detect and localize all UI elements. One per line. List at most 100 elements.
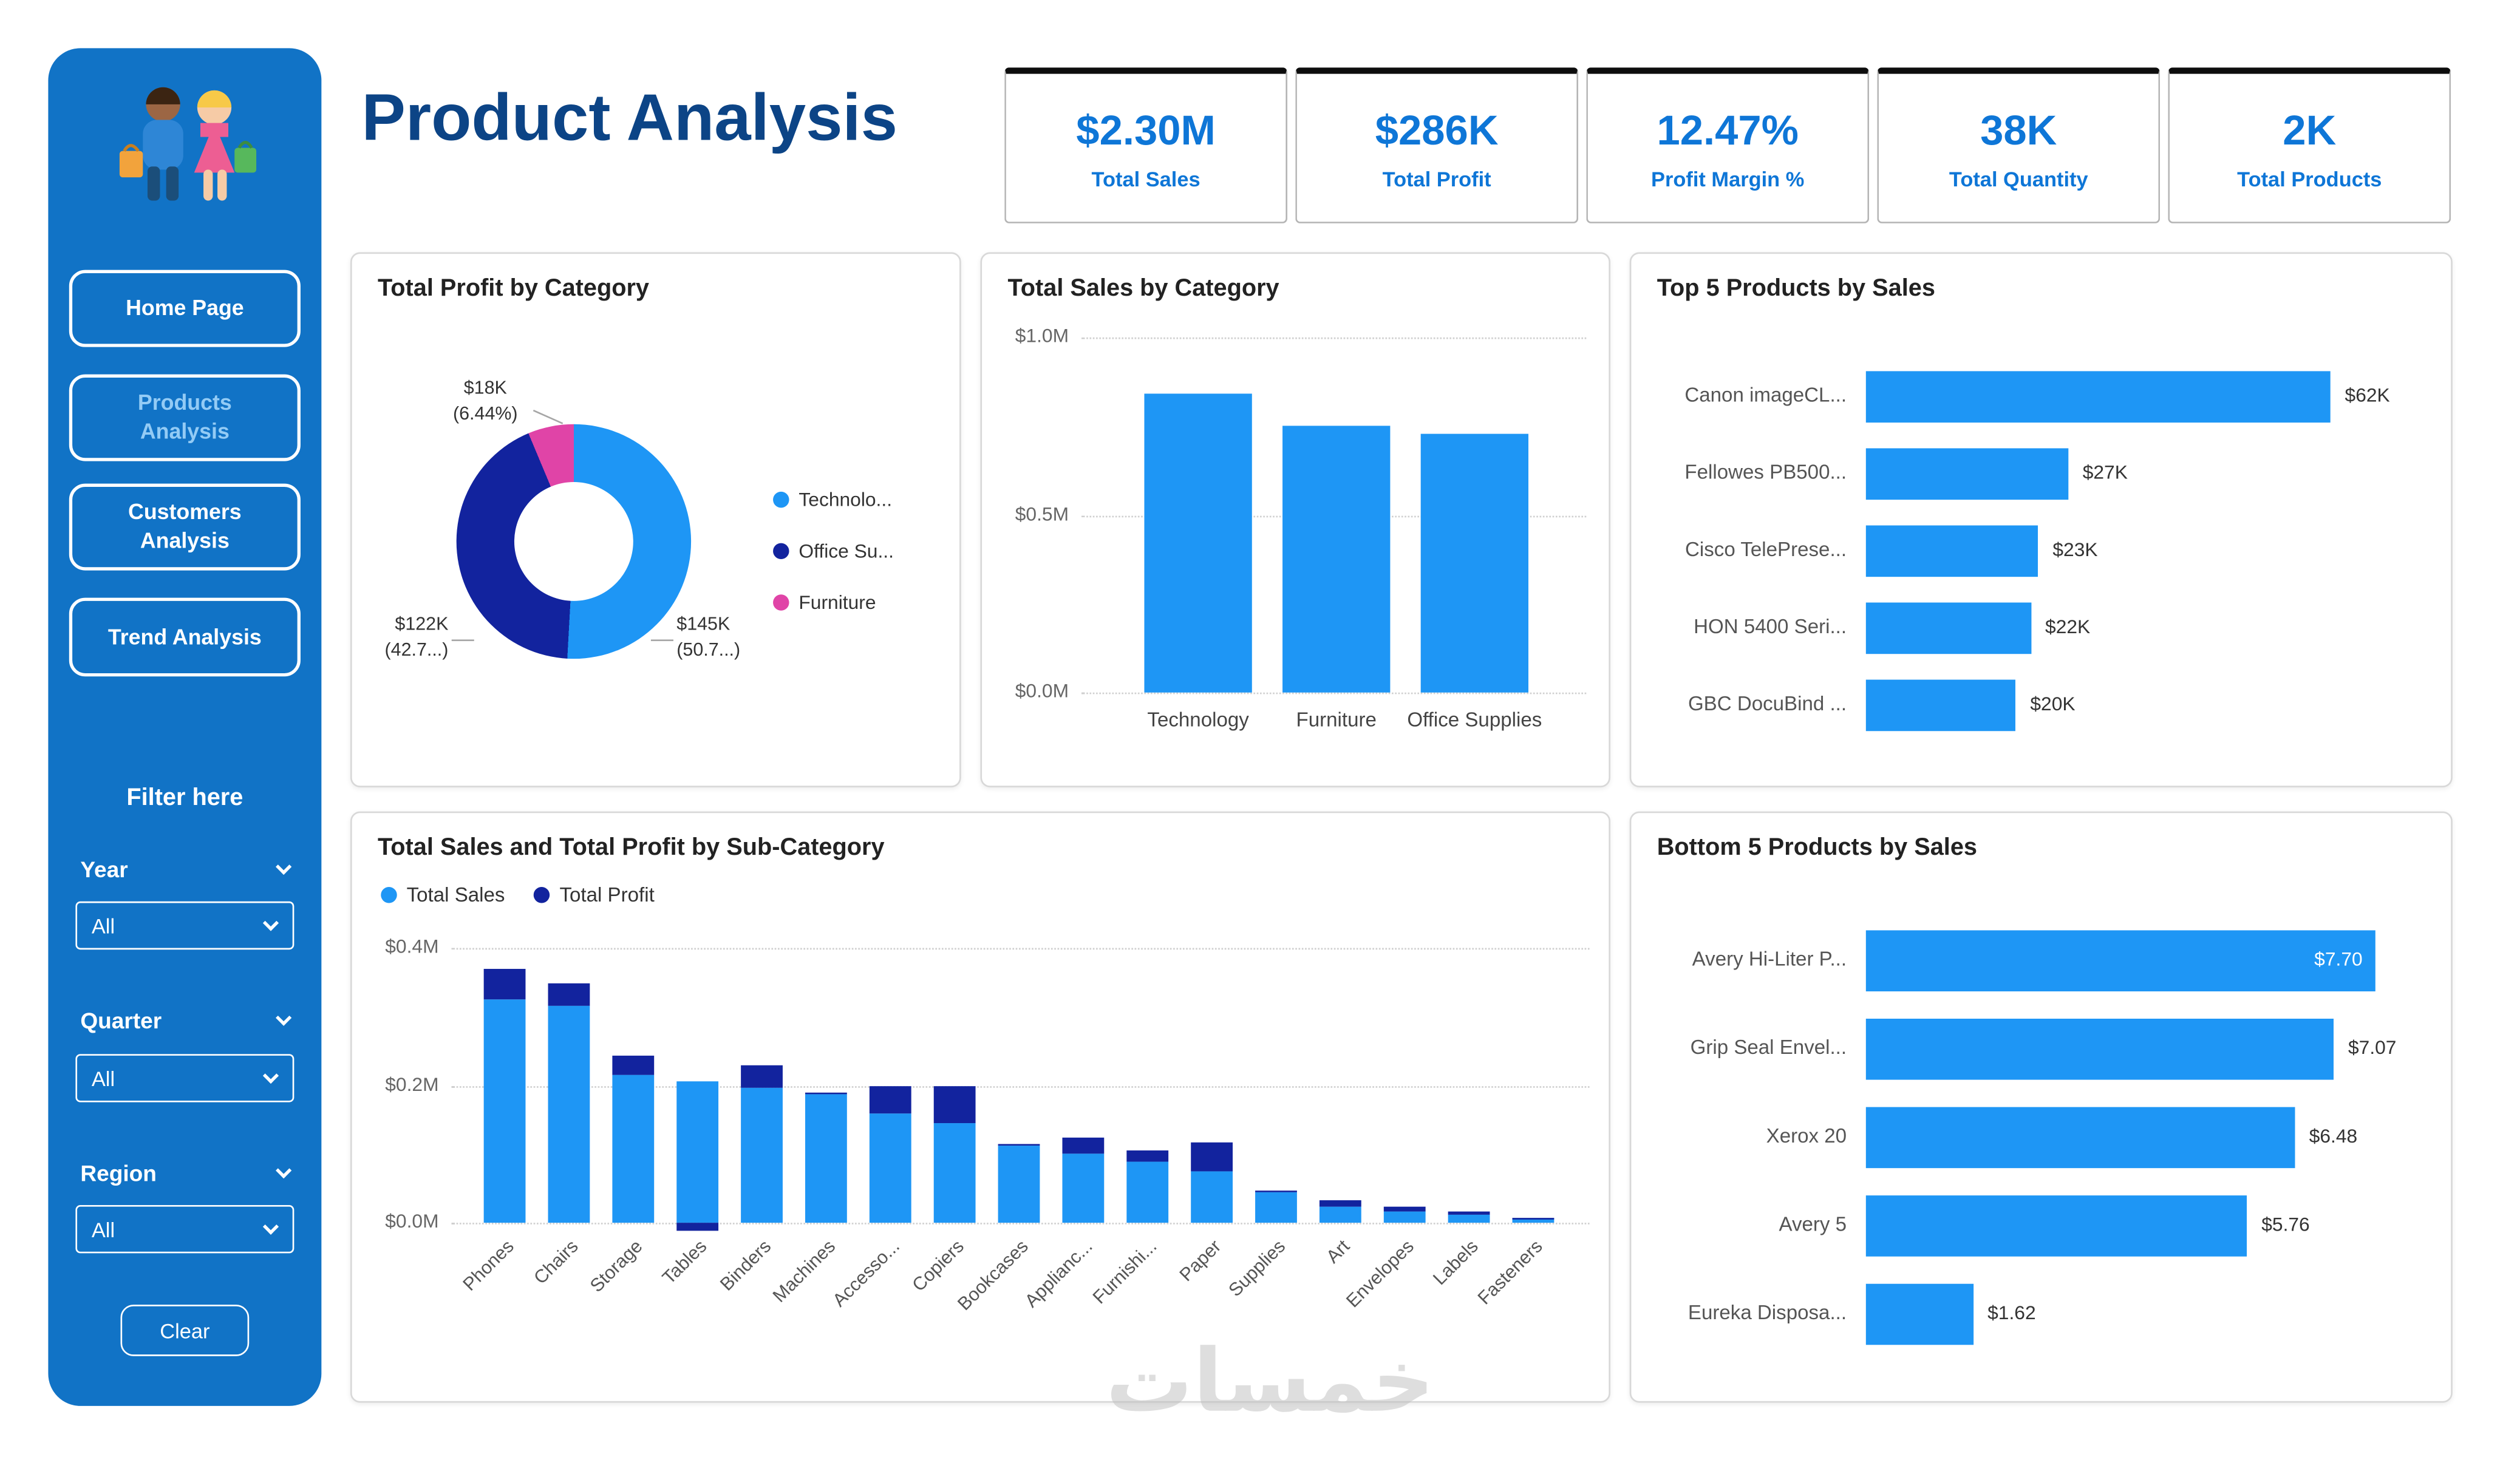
profit-bar-segment[interactable] [548, 983, 590, 1007]
profit-bar-segment[interactable] [1319, 1200, 1361, 1206]
bar[interactable] [1282, 426, 1391, 693]
profit-bar-segment[interactable] [805, 1092, 847, 1095]
chart-legend: Total Sales Total Profit [381, 884, 655, 906]
bar[interactable] [1865, 1195, 2247, 1257]
sales-bar-segment[interactable] [869, 1113, 911, 1223]
chart-total-profit-by-category: Total Profit by Category $145K (50.7...) … [350, 252, 961, 787]
quarter-filter-header[interactable]: Quarter [80, 1007, 292, 1033]
bar-value-label: $7.07 [2348, 1036, 2397, 1059]
sales-bar-segment[interactable] [1191, 1170, 1233, 1223]
bar[interactable] [1420, 433, 1529, 693]
clear-filters-button[interactable]: Clear [120, 1305, 250, 1356]
callout-leader-line [650, 639, 673, 642]
sales-bar-segment[interactable] [612, 1075, 655, 1223]
gridline [451, 1223, 1590, 1224]
profit-bar-segment[interactable] [483, 968, 526, 1000]
bar-value-label: $62K [2345, 384, 2390, 407]
profit-bar-segment[interactable] [676, 1223, 719, 1231]
filter-section-title: Filter here [126, 784, 243, 812]
shopping-people-logo [92, 64, 278, 231]
bar[interactable] [1144, 394, 1252, 693]
kpi-label: Total Sales [1091, 166, 1200, 191]
quarter-filter-dropdown[interactable]: All [75, 1054, 295, 1102]
callout-text: $18K [463, 379, 507, 399]
callout-text: $122K [395, 615, 449, 635]
profit-bar-segment[interactable] [1126, 1150, 1169, 1163]
bar-value-label: $27K [2082, 461, 2128, 484]
sales-bar-segment[interactable] [1062, 1153, 1105, 1223]
year-filter-value: All [91, 913, 115, 938]
bar[interactable] [1865, 679, 2016, 732]
y-axis-label: $1.0M [1015, 324, 1069, 347]
sales-bar-segment[interactable] [1512, 1218, 1555, 1223]
legend-item[interactable]: Furniture [773, 591, 894, 614]
sales-bar-segment[interactable] [1126, 1162, 1169, 1223]
sales-bar-segment[interactable] [483, 999, 526, 1223]
bar-value-label: $20K [2030, 692, 2076, 715]
legend-label: Furniture [799, 591, 876, 614]
bar[interactable] [1865, 525, 2038, 577]
bar-value-label: $23K [2052, 538, 2098, 561]
sales-bar-segment[interactable] [805, 1095, 847, 1223]
bar[interactable] [1865, 371, 2331, 423]
sales-bar-segment[interactable] [1319, 1206, 1361, 1223]
chart-sales-profit-by-subcategory: Total Sales and Total Profit by Sub-Cate… [350, 811, 1610, 1403]
profit-bar-segment[interactable] [741, 1064, 783, 1088]
profit-bar-segment[interactable] [1062, 1136, 1105, 1154]
profit-bar-segment[interactable] [933, 1085, 976, 1124]
legend-dot-icon [773, 543, 789, 560]
chart-top5-products-by-sales: Top 5 Products by Sales Canon imageCL...… [1629, 252, 2453, 787]
legend-item[interactable]: Total Profit [534, 884, 655, 906]
kpi-card-total-quantity: 38K Total Quantity [1877, 67, 2161, 223]
sales-bar-segment[interactable] [1255, 1192, 1297, 1223]
region-filter-dropdown[interactable]: All [75, 1205, 295, 1254]
bar[interactable] [1865, 1107, 2295, 1169]
sales-bar-segment[interactable] [741, 1087, 783, 1223]
profit-bar-segment[interactable] [612, 1056, 655, 1075]
gridline [1081, 337, 1587, 339]
year-filter-header[interactable]: Year [80, 857, 292, 882]
x-axis-label: Office Supplies [1407, 708, 1542, 732]
sales-bar-segment[interactable] [1383, 1212, 1426, 1223]
sidebar-item-home-page[interactable]: Home Page [69, 270, 301, 347]
kpi-card-total-sales: $2.30M Total Sales [1004, 67, 1288, 223]
legend-item[interactable]: Total Sales [381, 884, 505, 906]
chart-total-sales-by-category: Total Sales by Category $1.0M $0.5M $0.0M T… [980, 252, 1610, 787]
profit-bar-segment[interactable] [869, 1087, 911, 1113]
legend-item[interactable]: Technolo... [773, 489, 894, 511]
y-axis-label: $0.5M [1015, 502, 1069, 525]
kpi-label: Total Quantity [1949, 166, 2088, 191]
profit-bar-segment[interactable] [1512, 1217, 1555, 1219]
sales-bar-segment[interactable] [933, 1123, 976, 1223]
profit-bar-segment[interactable] [1255, 1190, 1297, 1193]
year-filter-dropdown[interactable]: All [75, 901, 295, 950]
legend-item[interactable]: Office Su... [773, 540, 894, 562]
bar[interactable] [1865, 602, 2031, 654]
kpi-value: 38K [1980, 105, 2057, 154]
profit-bar-segment[interactable] [1191, 1141, 1233, 1171]
bar[interactable] [1865, 1283, 1973, 1345]
region-filter-header[interactable]: Region [80, 1160, 292, 1186]
legend-dot-icon [534, 886, 550, 903]
gridline [451, 948, 1590, 950]
sales-bar-segment[interactable] [1448, 1215, 1490, 1223]
sidebar-item-customers-analysis[interactable]: Customers Analysis [69, 483, 301, 571]
chart-title: Bottom 5 Products by Sales [1657, 834, 1978, 861]
sidebar-item-products-analysis[interactable]: Products Analysis [69, 374, 301, 461]
profit-bar-segment[interactable] [1448, 1211, 1490, 1215]
watermark: خمسات [1105, 1330, 1435, 1432]
sales-bar-segment[interactable] [998, 1146, 1040, 1223]
sales-bar-segment[interactable] [548, 1006, 590, 1223]
profit-bar-segment[interactable] [1383, 1206, 1426, 1212]
bar[interactable] [1865, 448, 2068, 500]
bar[interactable] [1865, 930, 2375, 992]
bar-category-label: HON 5400 Seri... [1694, 615, 1847, 638]
bar-category-label: Xerox 20 [1766, 1124, 1847, 1147]
sidebar-item-trend-analysis[interactable]: Trend Analysis [69, 597, 301, 677]
bar[interactable] [1865, 1019, 2334, 1080]
legend-label: Technolo... [799, 488, 893, 511]
sales-bar-segment[interactable] [676, 1082, 719, 1223]
profit-bar-segment[interactable] [998, 1143, 1040, 1146]
bar-category-label: Canon imageCL... [1684, 384, 1847, 407]
